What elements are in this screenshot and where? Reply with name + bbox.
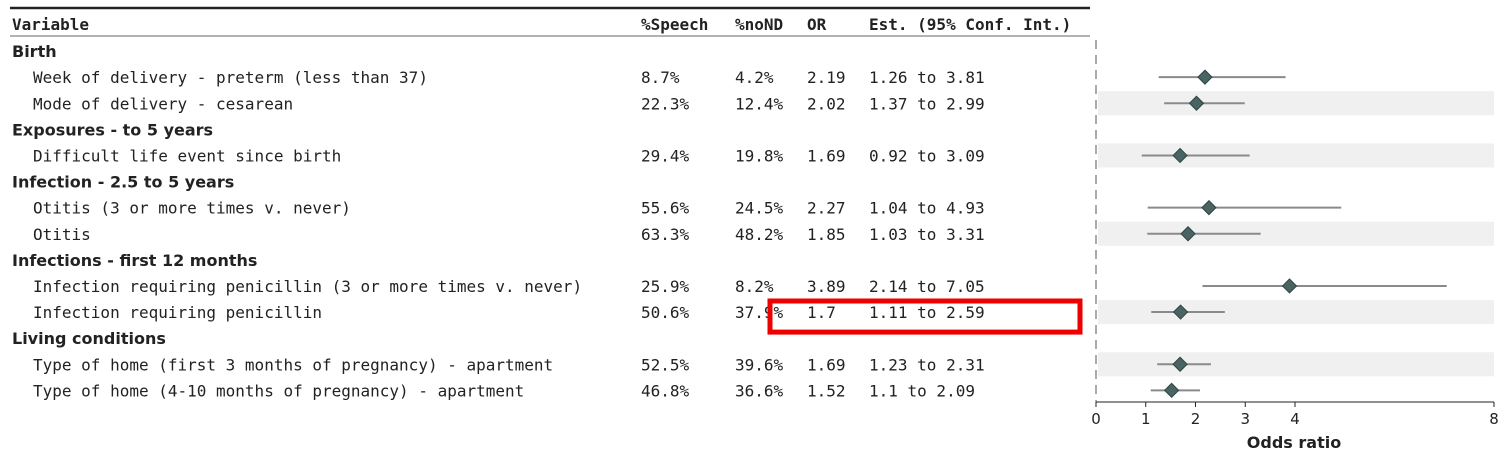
row-label: Type of home (4-10 months of pregnancy) … — [33, 381, 524, 400]
row-label: Difficult life event since birth — [33, 146, 341, 165]
point-estimate — [1180, 226, 1196, 242]
row-label: Otitis (3 or more times v. never) — [33, 199, 351, 218]
header-est-ci: Est. (95% Conf. Int.) — [869, 15, 1071, 34]
plot-marks — [1141, 69, 1447, 399]
point-estimate — [1172, 304, 1189, 320]
x-tick-label: 4 — [1290, 410, 1300, 428]
cell-ci: 1.26 to 3.81 — [869, 68, 985, 87]
cell-ci: 2.14 to 7.05 — [869, 277, 985, 296]
cell-ci: 1.04 to 4.93 — [869, 199, 985, 218]
cell-nond: 39.6% — [735, 355, 784, 374]
cell-nond: 19.8% — [735, 146, 784, 165]
cell-or: 1.52 — [807, 381, 846, 400]
point-estimate — [1188, 95, 1205, 111]
group-heading: Infection - 2.5 to 5 years — [12, 173, 234, 192]
cell-or: 3.89 — [807, 277, 846, 296]
cell-ci: 1.11 to 2.59 — [869, 303, 985, 322]
x-tick-label: 8 — [1489, 410, 1499, 428]
cell-nond: 4.2% — [735, 68, 774, 87]
cell-ci: 1.03 to 3.31 — [869, 225, 985, 244]
cell-ci: 1.37 to 2.99 — [869, 94, 985, 113]
cell-or: 1.69 — [807, 355, 846, 374]
x-axis-label: Odds ratio — [1247, 433, 1341, 452]
cell-speech: 50.6% — [641, 303, 690, 322]
cell-or: 1.85 — [807, 225, 846, 244]
point-estimate — [1172, 147, 1188, 164]
x-tick-label: 3 — [1240, 410, 1250, 428]
row-label: Type of home (first 3 months of pregnanc… — [33, 355, 553, 374]
group-heading: Birth — [12, 42, 57, 61]
cell-nond: 24.5% — [735, 199, 784, 218]
x-tick-label: 0 — [1091, 410, 1101, 428]
cell-ci: 1.23 to 2.31 — [869, 355, 985, 374]
x-axis: 0 1 2 3 4 8 — [1091, 401, 1499, 428]
header-speech: %Speech — [641, 15, 708, 34]
cell-speech: 52.5% — [641, 355, 690, 374]
cell-ci: 1.1 to 2.09 — [869, 381, 975, 400]
cell-or: 2.02 — [807, 94, 846, 113]
point-estimate — [1172, 356, 1188, 372]
cell-nond: 8.2% — [735, 277, 774, 296]
cell-speech: 25.9% — [641, 277, 690, 296]
cell-nond: 48.2% — [735, 225, 784, 244]
cell-speech: 46.8% — [641, 381, 690, 400]
point-estimate — [1281, 278, 1298, 294]
row-label: Week of delivery - preterm (less than 37… — [33, 68, 428, 87]
point-estimate — [1163, 382, 1180, 399]
cell-or: 1.69 — [807, 146, 846, 165]
group-heading: Exposures - to 5 years — [12, 120, 213, 139]
cell-speech: 55.6% — [641, 199, 690, 218]
group-heading: Living conditions — [12, 329, 166, 348]
row-label: Infection requiring penicillin — [33, 303, 322, 322]
header-variable: Variable — [12, 15, 89, 34]
cell-speech: 22.3% — [641, 94, 690, 113]
x-tick-label: 1 — [1141, 410, 1151, 428]
table-header: Variable %Speech %noND OR Est. (95% Conf. In… — [12, 15, 1071, 34]
table-rows: Birth Week of delivery - preterm (less th… — [12, 42, 985, 400]
row-label: Otitis — [33, 225, 91, 244]
cell-nond: 36.6% — [735, 381, 784, 400]
cell-nond: 12.4% — [735, 94, 784, 113]
highlight-box — [767, 298, 1083, 335]
x-tick-label: 2 — [1191, 410, 1201, 428]
cell-or: 1.7 — [807, 303, 836, 322]
point-estimate — [1197, 69, 1213, 85]
cell-speech: 8.7% — [641, 68, 680, 87]
highlight-layer — [767, 298, 1083, 335]
cell-speech: 63.3% — [641, 225, 690, 244]
cell-or: 2.19 — [807, 68, 846, 87]
row-shade-band — [1098, 91, 1494, 116]
header-nond: %noND — [735, 15, 783, 34]
header-or: OR — [807, 15, 827, 34]
group-heading: Infections - first 12 months — [12, 251, 257, 270]
row-label: Infection requiring penicillin (3 or mor… — [33, 277, 582, 296]
cell-nond: 37.9% — [735, 303, 784, 322]
cell-speech: 29.4% — [641, 146, 690, 165]
cell-or: 2.27 — [807, 199, 846, 218]
cell-ci: 0.92 to 3.09 — [869, 146, 985, 165]
row-label: Mode of delivery - cesarean — [33, 94, 293, 113]
point-estimate — [1201, 199, 1217, 216]
